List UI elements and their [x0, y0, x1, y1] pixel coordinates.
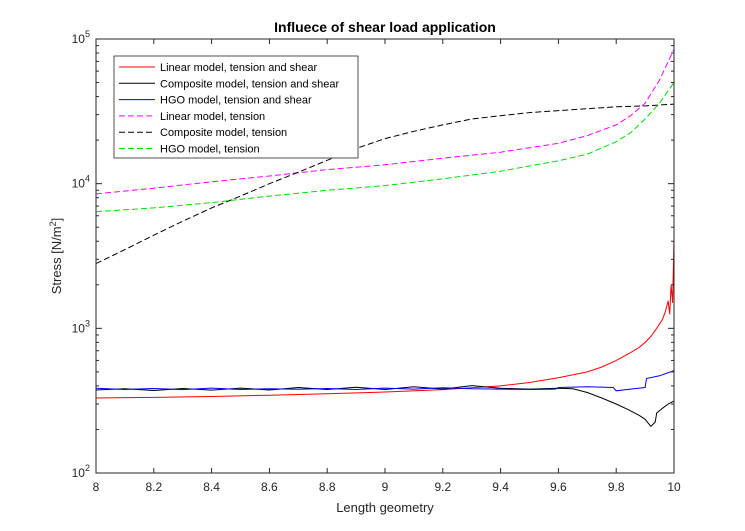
- y-axis-label-sup: 2: [48, 221, 58, 226]
- x-tick-label: 9.2: [434, 480, 451, 494]
- y-tick-label: 104: [72, 174, 90, 191]
- series-line-4: [95, 48, 675, 195]
- x-tick-label: 9.6: [550, 480, 567, 494]
- y-tick-label: 105: [72, 29, 90, 46]
- x-tick-label: 9.8: [608, 480, 625, 494]
- y-tick-label: 103: [72, 318, 90, 335]
- series-line-2: [95, 385, 675, 428]
- x-tick-label: 10: [667, 480, 681, 494]
- y-ticks: 102 103 104 105: [72, 29, 674, 480]
- legend-label-2: Composite model, tension and shear: [160, 78, 339, 90]
- series-line-1: [95, 238, 675, 399]
- series-line-3: [95, 370, 675, 392]
- x-tick-label: 9.4: [492, 480, 509, 494]
- legend-label-3: HGO model, tension and shear: [160, 95, 312, 107]
- x-ticks: 8 8.2 8.4 8.6 8.8 9 9.2 9.4 9.6 9.8 10: [93, 39, 681, 494]
- x-tick-label: 8.6: [261, 480, 278, 494]
- y-axis-label-end: ]: [49, 218, 64, 222]
- legend-label-6: HGO model, tension: [160, 144, 260, 156]
- y-axis-label: Stress [N/m2]: [48, 218, 64, 295]
- legend-box: [113, 55, 359, 159]
- legend-label-5: Composite model, tension: [160, 127, 287, 139]
- x-tick-label: 8.2: [145, 480, 162, 494]
- series-layer: [95, 48, 675, 428]
- legend-label-4: Linear model, tension: [160, 111, 265, 123]
- series-line-5: [95, 103, 675, 265]
- x-axis-label: Length geometry: [336, 500, 434, 515]
- legend-label-1: Linear model, tension and shear: [160, 62, 317, 74]
- x-tick-label: 8.4: [203, 480, 220, 494]
- chart-title: Influece of shear load application: [274, 19, 496, 35]
- x-tick-label: 8: [93, 480, 100, 494]
- legend: Linear model, tension and shear Composite…: [113, 55, 359, 159]
- x-tick-label: 9: [382, 480, 389, 494]
- y-axis-label-main: Stress [N/m: [49, 226, 64, 294]
- y-tick-label: 102: [72, 463, 90, 480]
- series-line-6: [95, 82, 675, 213]
- x-tick-label: 8.8: [319, 480, 336, 494]
